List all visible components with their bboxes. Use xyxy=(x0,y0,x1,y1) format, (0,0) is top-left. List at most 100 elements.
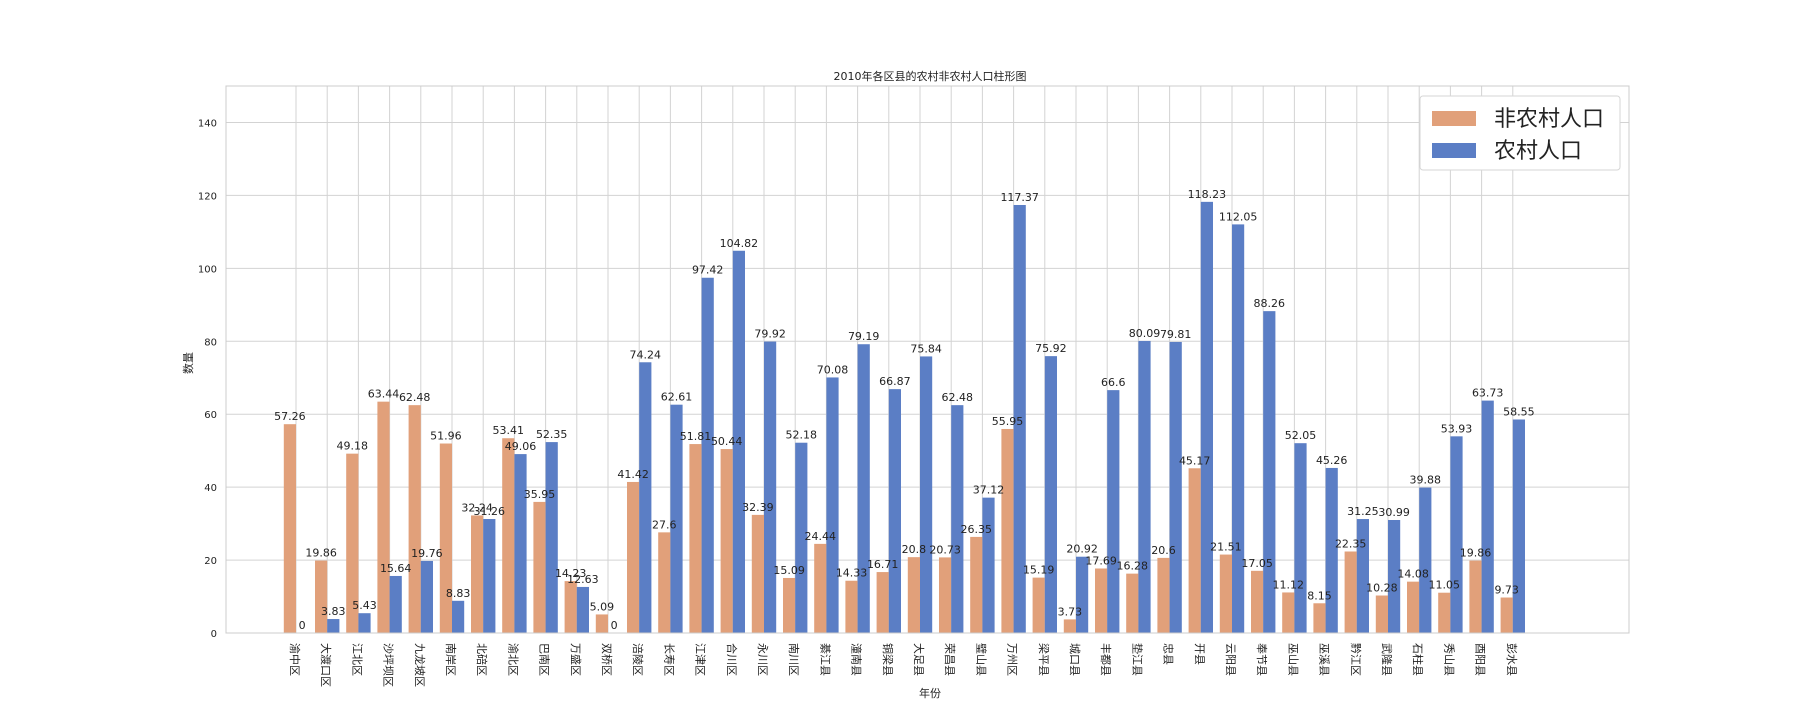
data-label-rural: 31.26 xyxy=(474,505,506,518)
x-tick-label: 璧山县 xyxy=(974,643,988,676)
y-tick-label: 20 xyxy=(204,556,217,567)
x-tick-label: 万州区 xyxy=(1006,643,1019,676)
data-label-rural: 12.63 xyxy=(567,573,599,586)
bar-rural xyxy=(982,497,995,633)
chart-title: 2010年各区县的农村非农村人口柱形图 xyxy=(834,69,1027,83)
bar-rural xyxy=(1200,201,1213,633)
data-label-rural: 70.08 xyxy=(817,363,849,376)
data-label-non-rural: 57.26 xyxy=(274,410,306,423)
data-label-non-rural: 24.44 xyxy=(805,530,837,543)
x-tick-label: 江津区 xyxy=(694,643,707,676)
x-tick-label: 荣昌县 xyxy=(943,643,956,676)
bar-non-rural xyxy=(1282,592,1295,633)
bar-non-rural xyxy=(1157,557,1170,633)
bar-rural xyxy=(358,613,371,633)
data-label-rural: 52.35 xyxy=(536,428,568,441)
data-label-rural: 79.81 xyxy=(1160,328,1192,341)
bar-non-rural xyxy=(595,614,608,633)
x-tick-label: 渝北区 xyxy=(506,643,520,676)
axis-layer: 0 20 40 60 80 100 120 140 渝中区 大渡口区 江北区 沙坪坝区 九龙坡区 南岸区 北… xyxy=(198,118,1519,687)
data-label-non-rural: 5.09 xyxy=(590,600,615,613)
x-tick-label: 江北区 xyxy=(350,643,363,676)
data-label-rural: 37.12 xyxy=(973,484,1005,497)
x-tick-label: 万盛区 xyxy=(569,643,583,676)
x-tick-label: 合川区 xyxy=(725,643,739,676)
bar-non-rural xyxy=(283,424,296,633)
legend-label-rural: 农村人口 xyxy=(1494,139,1582,164)
data-label-non-rural: 19.86 xyxy=(1460,547,1492,560)
legend-swatch-rural xyxy=(1432,143,1476,158)
x-tick-label: 南川区 xyxy=(787,643,800,676)
legend-label-non-rural: 非农村人口 xyxy=(1494,107,1604,132)
x-tick-label: 云阳县 xyxy=(1224,643,1237,676)
bar-non-rural xyxy=(1438,592,1451,633)
bar-non-rural xyxy=(1126,573,1139,633)
data-label-non-rural: 53.41 xyxy=(493,424,525,437)
bar-non-rural xyxy=(502,438,515,633)
data-label-non-rural: 16.71 xyxy=(867,558,899,571)
x-tick-label: 九龙坡区 xyxy=(413,643,426,687)
y-tick-label: 0 xyxy=(211,629,217,640)
bar-non-rural xyxy=(377,401,390,633)
data-label-non-rural: 51.96 xyxy=(430,430,462,443)
y-tick-label: 100 xyxy=(198,264,217,275)
bar-rural xyxy=(1481,400,1494,633)
bar-non-rural xyxy=(751,514,764,633)
data-label-rural: 15.64 xyxy=(380,562,412,575)
plot-frame xyxy=(225,85,1630,634)
data-label-rural: 75.92 xyxy=(1035,342,1067,355)
data-label-non-rural: 11.05 xyxy=(1429,579,1461,592)
data-label-rural: 63.73 xyxy=(1472,387,1504,400)
y-tick-label: 120 xyxy=(198,191,217,202)
x-tick-label: 潼南县 xyxy=(850,643,864,676)
bar-non-rural xyxy=(876,572,889,633)
bar-non-rural xyxy=(1251,570,1264,633)
bar-non-rural xyxy=(814,543,827,633)
data-label-rural: 52.05 xyxy=(1285,429,1317,442)
data-label-non-rural: 22.35 xyxy=(1335,537,1367,550)
data-label-rural: 52.18 xyxy=(786,429,818,442)
data-label-non-rural: 9.73 xyxy=(1494,584,1519,597)
legend-swatch-non-rural xyxy=(1432,111,1476,126)
data-label-non-rural: 35.95 xyxy=(524,488,556,501)
data-label-non-rural: 20.73 xyxy=(929,543,961,556)
x-tick-label: 大渡口区 xyxy=(319,643,333,687)
data-label-non-rural: 8.15 xyxy=(1307,589,1332,602)
bar-non-rural xyxy=(658,532,671,633)
data-label-non-rural: 21.51 xyxy=(1210,541,1242,554)
data-label-non-rural: 20.6 xyxy=(1151,544,1176,557)
data-label-non-rural: 27.6 xyxy=(652,518,677,531)
data-label-rural: 80.09 xyxy=(1129,327,1161,340)
bar-non-rural xyxy=(1063,619,1076,633)
bar-rural xyxy=(1138,340,1151,633)
bar-non-rural xyxy=(1375,595,1388,633)
data-label-non-rural: 55.95 xyxy=(992,415,1024,428)
bar-non-rural xyxy=(939,557,952,633)
data-label-non-rural: 63.44 xyxy=(368,388,400,401)
bar-rural xyxy=(1356,519,1369,633)
bar-non-rural xyxy=(1188,468,1201,633)
data-label-non-rural: 14.08 xyxy=(1397,568,1429,581)
data-label-rural: 39.88 xyxy=(1410,474,1442,487)
x-tick-label: 彭水县 xyxy=(1505,643,1519,676)
x-tick-label: 巴南区 xyxy=(538,643,551,676)
bars-layer xyxy=(283,201,1525,634)
data-label-rural: 0 xyxy=(299,619,306,632)
bar-non-rural xyxy=(346,453,359,633)
data-label-rural: 88.26 xyxy=(1254,297,1286,310)
data-label-non-rural: 15.09 xyxy=(773,564,805,577)
data-label-non-rural: 17.69 xyxy=(1085,554,1117,567)
data-label-rural: 117.37 xyxy=(1000,191,1039,204)
bar-rural xyxy=(1325,467,1338,633)
y-tick-label: 60 xyxy=(204,410,217,421)
data-label-rural: 5.43 xyxy=(352,599,377,612)
y-tick-label: 40 xyxy=(204,483,217,494)
bar-rural xyxy=(795,442,808,633)
bar-rural xyxy=(701,277,714,633)
bar-non-rural xyxy=(439,443,452,633)
y-axis-label: 数量 xyxy=(182,352,195,374)
bar-rural xyxy=(1044,356,1057,633)
bar-rural xyxy=(764,341,777,633)
bar-non-rural xyxy=(533,501,546,633)
bar-non-rural xyxy=(408,405,421,633)
